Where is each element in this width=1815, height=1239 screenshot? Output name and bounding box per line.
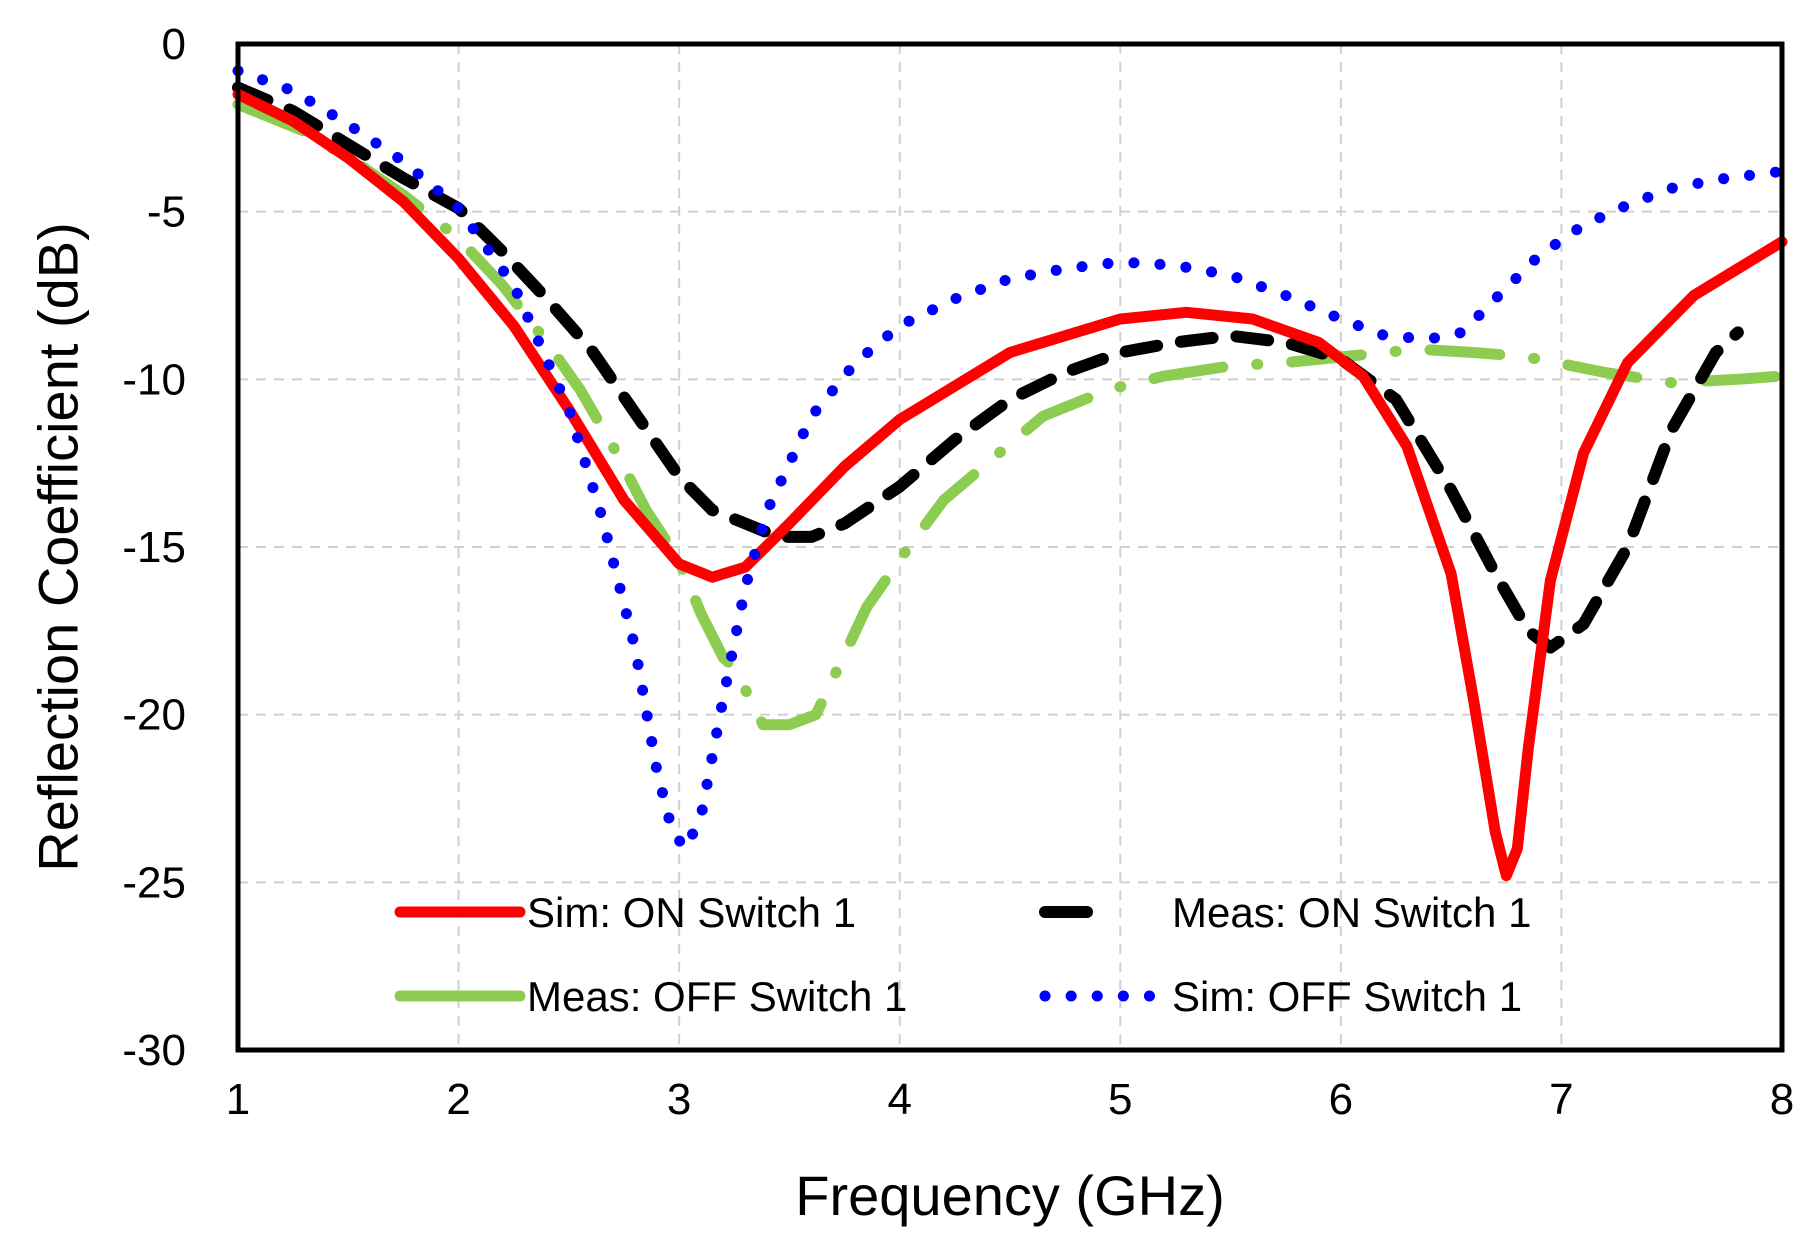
plot-area-frame	[235, 41, 1785, 1053]
x-tick-label: 6	[1329, 1075, 1353, 1124]
legend-label-meas-on: Meas: ON Switch 1	[1172, 889, 1531, 936]
x-tick-label: 1	[226, 1075, 250, 1124]
grid	[238, 44, 1782, 1050]
y-tick-label: -25	[122, 858, 186, 907]
legend-label-sim-off: Sim: OFF Switch 1	[1172, 973, 1522, 1020]
y-tick-label: -15	[122, 523, 186, 572]
y-tick-label: -20	[122, 691, 186, 740]
legend-label-meas-off: Meas: OFF Switch 1	[527, 973, 907, 1020]
y-axis-title: Reflection Coefficient (dB)	[27, 222, 90, 872]
series-line-sim-on-switch-1	[232, 88, 1788, 882]
series-line-sim-off-switch-1	[232, 65, 1788, 855]
legend-label-sim-on: Sim: ON Switch 1	[527, 889, 856, 936]
y-tick-label: 0	[162, 20, 186, 69]
tick-labels: 1 2 3 4 5 6 7 8 0 -5 -10 -15 -20 -25 -30	[122, 20, 1794, 1124]
x-tick-label: 8	[1770, 1075, 1794, 1124]
x-tick-label: 7	[1549, 1075, 1573, 1124]
series-line-meas-off-switch-1	[232, 98, 1788, 731]
y-tick-label: -30	[122, 1026, 186, 1075]
legend: Sim: ON Switch 1 Meas: ON Switch 1 Meas:…	[394, 889, 1531, 1020]
series-lines	[232, 65, 1788, 882]
x-axis-title: Frequency (GHz)	[795, 1164, 1224, 1227]
x-tick-label: 3	[667, 1075, 691, 1124]
y-tick-label: -10	[122, 355, 186, 404]
x-tick-label: 2	[446, 1075, 470, 1124]
x-tick-label: 5	[1108, 1075, 1132, 1124]
x-tick-label: 4	[887, 1075, 911, 1124]
y-tick-label: -5	[147, 188, 186, 237]
